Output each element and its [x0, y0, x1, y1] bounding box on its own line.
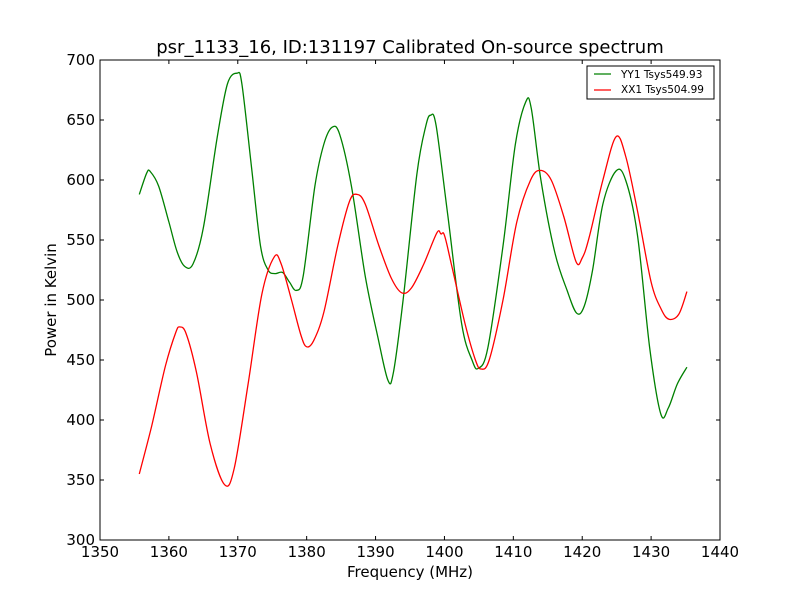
legend-label-xx1: XX1 Tsys504.99 — [621, 84, 704, 96]
y-tick-label: 600 — [66, 171, 95, 189]
x-tick-label: 1360 — [150, 543, 188, 561]
x-tick-label: 1440 — [701, 543, 739, 561]
series-line-xx1 — [138, 135, 688, 487]
y-tick-label: 350 — [66, 471, 95, 489]
y-tick-label: 650 — [66, 111, 95, 129]
x-tick-label: 1390 — [356, 543, 394, 561]
y-tick-label: 700 — [66, 51, 95, 69]
series-line-yy1 — [138, 71, 688, 419]
legend-box — [586, 65, 715, 100]
y-tick-label: 500 — [66, 291, 95, 309]
legend-label-yy1: YY1 Tsys549.93 — [620, 69, 702, 81]
plot-lines — [138, 71, 688, 487]
axis-ticks: 1350 1360 1370 1380 1390 1400 1410 1420 1430 1440… — [66, 51, 739, 561]
y-tick-label: 550 — [66, 231, 95, 249]
x-tick-label: 1380 — [288, 543, 326, 561]
x-tick-label: 1430 — [632, 543, 670, 561]
x-tick-label: 1420 — [563, 543, 601, 561]
x-tick-label: 1350 — [81, 543, 119, 561]
y-tick-label: 400 — [66, 411, 95, 429]
y-axis-label: Power in Kelvin — [42, 243, 60, 357]
x-tick-label: 1410 — [494, 543, 532, 561]
chart-title: psr_1133_16, ID:131197 Calibrated On-sou… — [156, 37, 664, 58]
x-axis-label: Frequency (MHz) — [347, 563, 473, 581]
y-tick-label: 450 — [66, 351, 95, 369]
legend: YY1 Tsys549.93 XX1 Tsys504.99 — [586, 65, 715, 100]
y-tick-label: 300 — [66, 531, 95, 549]
x-tick-label: 1370 — [219, 543, 257, 561]
x-tick-label: 1400 — [425, 543, 463, 561]
